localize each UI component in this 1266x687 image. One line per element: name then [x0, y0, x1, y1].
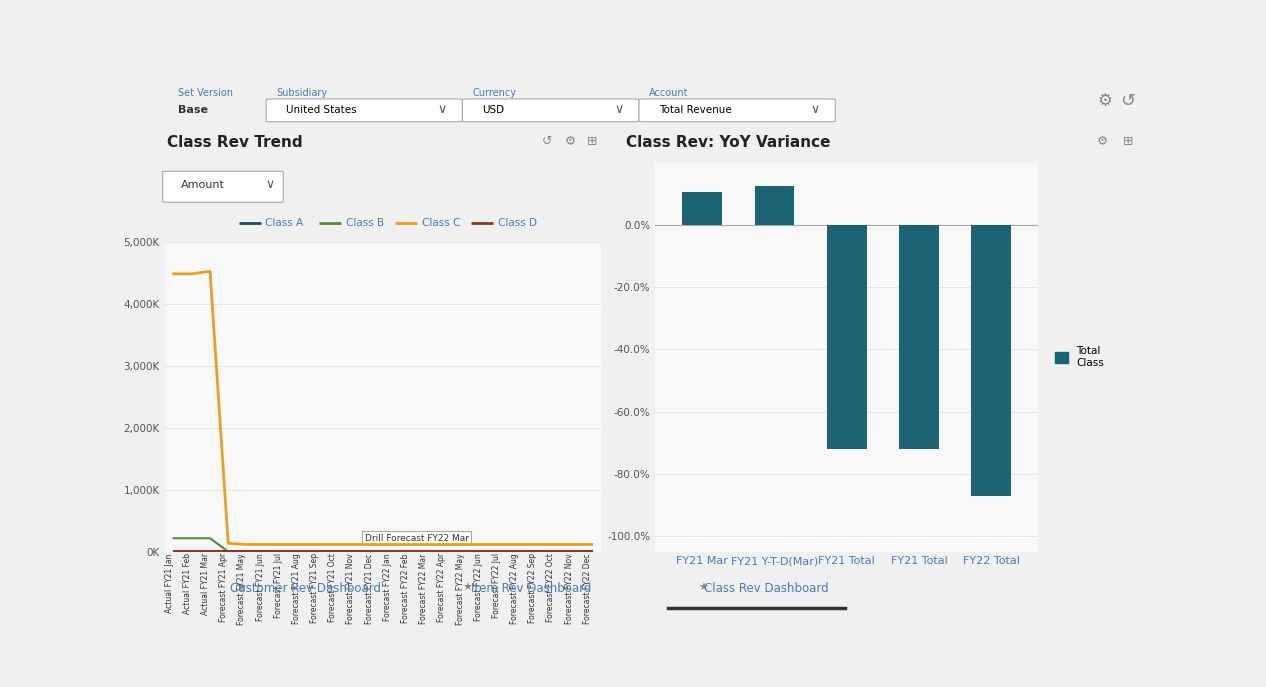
Text: Subsidiary: Subsidiary	[276, 87, 327, 98]
Bar	[899, 225, 939, 449]
Text: Total Revenue: Total Revenue	[658, 105, 732, 115]
Text: Class C: Class C	[422, 218, 460, 227]
Bar	[971, 225, 1012, 496]
Text: ⚙: ⚙	[1096, 135, 1108, 148]
Text: ⊞: ⊞	[1123, 135, 1134, 148]
FancyBboxPatch shape	[163, 171, 284, 202]
Text: Customer Rev Dashboard: Customer Rev Dashboard	[230, 582, 381, 595]
Text: Currency: Currency	[472, 87, 517, 98]
Text: ∨: ∨	[614, 104, 624, 117]
Text: ⚙: ⚙	[1098, 93, 1113, 111]
Text: Class D: Class D	[498, 218, 537, 227]
Text: Drill Forecast FY22 Mar: Drill Forecast FY22 Mar	[365, 534, 468, 543]
Text: Class A: Class A	[266, 218, 304, 227]
Text: United States: United States	[286, 105, 357, 115]
Text: ★: ★	[462, 583, 472, 593]
FancyBboxPatch shape	[639, 99, 836, 122]
Text: ↺: ↺	[1120, 93, 1136, 111]
Text: ↺: ↺	[542, 135, 553, 148]
Text: Class Rev: YoY Variance: Class Rev: YoY Variance	[627, 135, 830, 150]
Text: ∨: ∨	[266, 179, 275, 192]
Text: ⊞: ⊞	[587, 135, 598, 148]
Text: USD: USD	[482, 105, 504, 115]
Bar	[755, 186, 794, 225]
FancyBboxPatch shape	[462, 99, 639, 122]
Text: ★: ★	[698, 583, 708, 593]
Bar	[682, 192, 722, 225]
FancyBboxPatch shape	[266, 99, 462, 122]
Text: Class B: Class B	[346, 218, 384, 227]
Text: ∨: ∨	[438, 104, 447, 117]
Text: Amount: Amount	[181, 180, 224, 190]
Bar	[827, 225, 867, 449]
Text: Set Version: Set Version	[177, 87, 233, 98]
Text: Class Rev Trend: Class Rev Trend	[167, 135, 303, 150]
Text: Class Rev Dashboard: Class Rev Dashboard	[704, 582, 829, 595]
Text: Item Rev Dashboard: Item Rev Dashboard	[471, 582, 591, 595]
Text: ⚙: ⚙	[565, 135, 576, 148]
Text: ∨: ∨	[810, 104, 820, 117]
Text: Account: Account	[649, 87, 689, 98]
Legend: Total
Class: Total Class	[1051, 342, 1108, 372]
Text: Base: Base	[177, 105, 208, 115]
Text: ★: ★	[237, 583, 247, 593]
